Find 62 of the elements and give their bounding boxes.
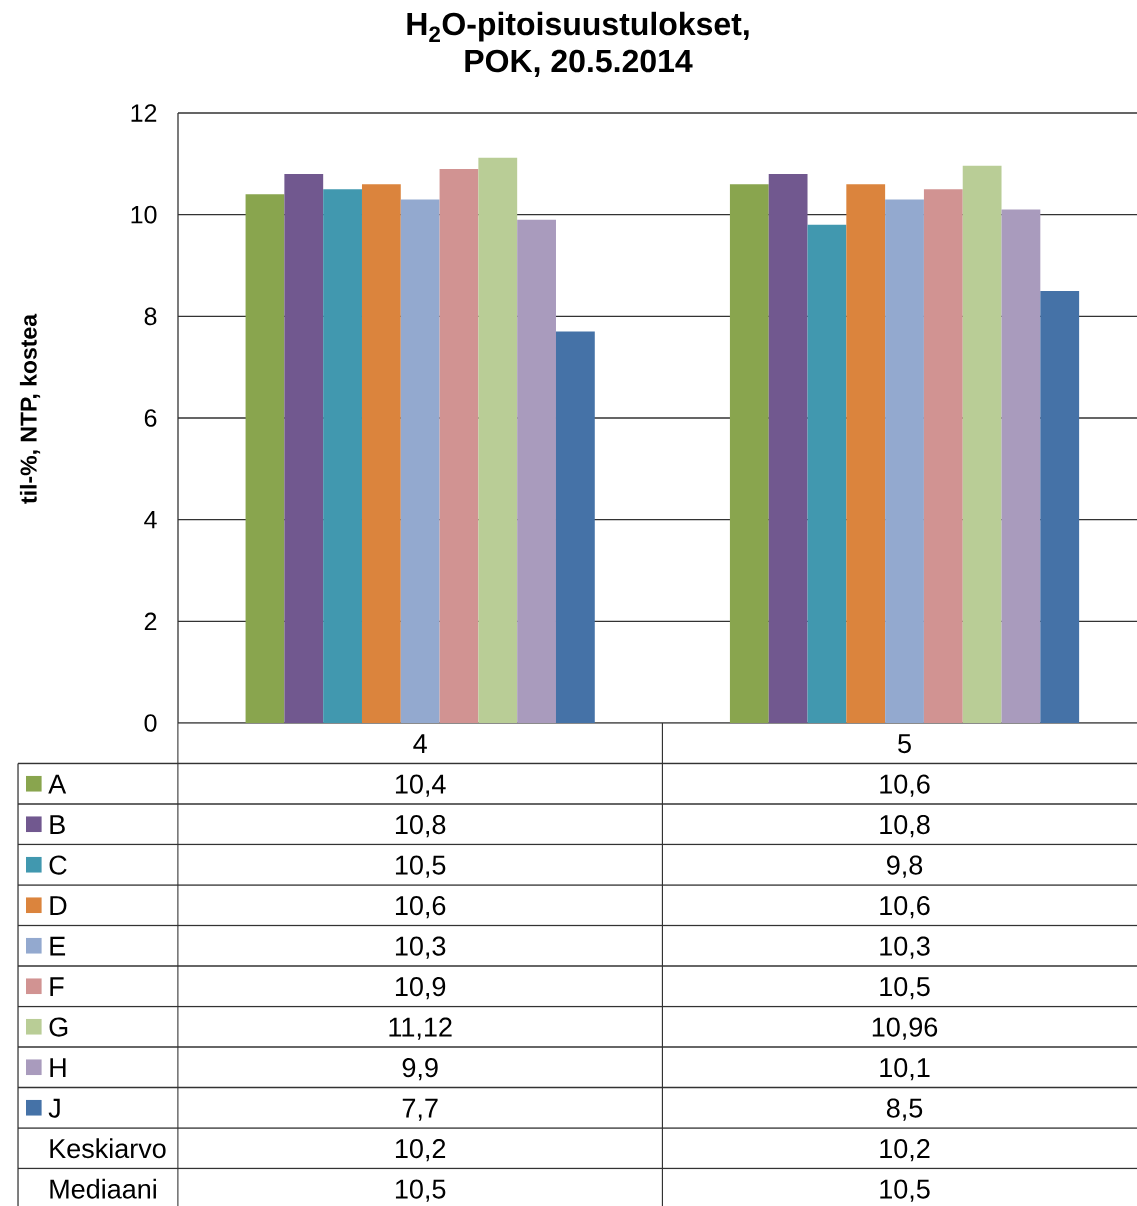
bar — [962, 165, 1002, 723]
data-label: 9,9 — [402, 1058, 438, 1081]
chart-subtitle: POK, 20.5.2014 — [465, 49, 693, 77]
bar — [846, 184, 886, 723]
data-label: 10,6 — [880, 774, 930, 797]
bar — [1001, 209, 1041, 723]
data-label: 10,6 — [880, 896, 930, 919]
chart-title: H$_{2}$O-pitoisuustulokset, — [407, 11, 749, 43]
data-label: 11,12 — [389, 1017, 452, 1040]
y-axis-title: til-%, NTP, kostea — [19, 313, 41, 504]
text: 10,5 — [395, 1179, 446, 1202]
data-label: 10,3 — [395, 936, 446, 959]
legend-label: H — [50, 1058, 66, 1077]
bar — [885, 199, 924, 723]
bar — [439, 168, 479, 723]
text: 10,2 — [395, 1139, 446, 1162]
data-label: 10,5 — [395, 855, 446, 878]
y-tick-label: 6 — [144, 409, 157, 427]
text: Mediaani — [50, 1178, 156, 1199]
bar — [400, 199, 440, 723]
data-label: 7,7 — [402, 1098, 438, 1121]
bar — [245, 194, 285, 723]
bar — [923, 189, 963, 723]
y-tick-label: 2 — [144, 612, 157, 631]
legend-label: B — [50, 815, 65, 834]
bar — [284, 173, 324, 723]
legend-label: F — [50, 977, 64, 996]
data-label: 10,6 — [395, 896, 446, 919]
text: Keskiarvo — [50, 1138, 166, 1159]
x-tick-label: 5 — [898, 734, 911, 754]
data-label: 10,8 — [880, 815, 930, 838]
data-label: 10,5 — [880, 977, 930, 1000]
text: 10,5 — [880, 1179, 930, 1202]
data-label: 10,4 — [395, 774, 446, 797]
bar — [768, 173, 808, 723]
legend-label: D — [50, 896, 67, 915]
data-label: 8,5 — [886, 1098, 923, 1121]
data-label: 10,1 — [880, 1058, 930, 1081]
bar — [323, 189, 362, 723]
legend-label: G — [49, 1017, 68, 1037]
y-tick-label: 12 — [131, 104, 157, 122]
data-label: 10,96 — [872, 1017, 938, 1040]
bar — [478, 157, 518, 723]
legend-label: J — [48, 1098, 60, 1118]
legend-label: C — [49, 855, 67, 875]
legend-label: E — [50, 936, 66, 956]
data-label: 9,8 — [887, 855, 923, 878]
bar — [807, 224, 847, 723]
data-label: 10,9 — [395, 977, 446, 1000]
bar — [729, 184, 769, 723]
bar — [361, 184, 401, 723]
data-label: 10,8 — [395, 815, 446, 838]
y-tick-label: 10 — [131, 205, 157, 224]
data-label: 10,3 — [880, 936, 930, 959]
text: 10,2 — [880, 1139, 930, 1162]
y-tick-label: 8 — [144, 307, 157, 326]
y-tick-label: 4 — [144, 511, 157, 529]
legend-label: A — [48, 774, 67, 794]
bar — [517, 219, 556, 723]
y-tick-label: 0 — [144, 714, 157, 732]
bar — [555, 331, 595, 723]
bar — [1040, 290, 1080, 723]
